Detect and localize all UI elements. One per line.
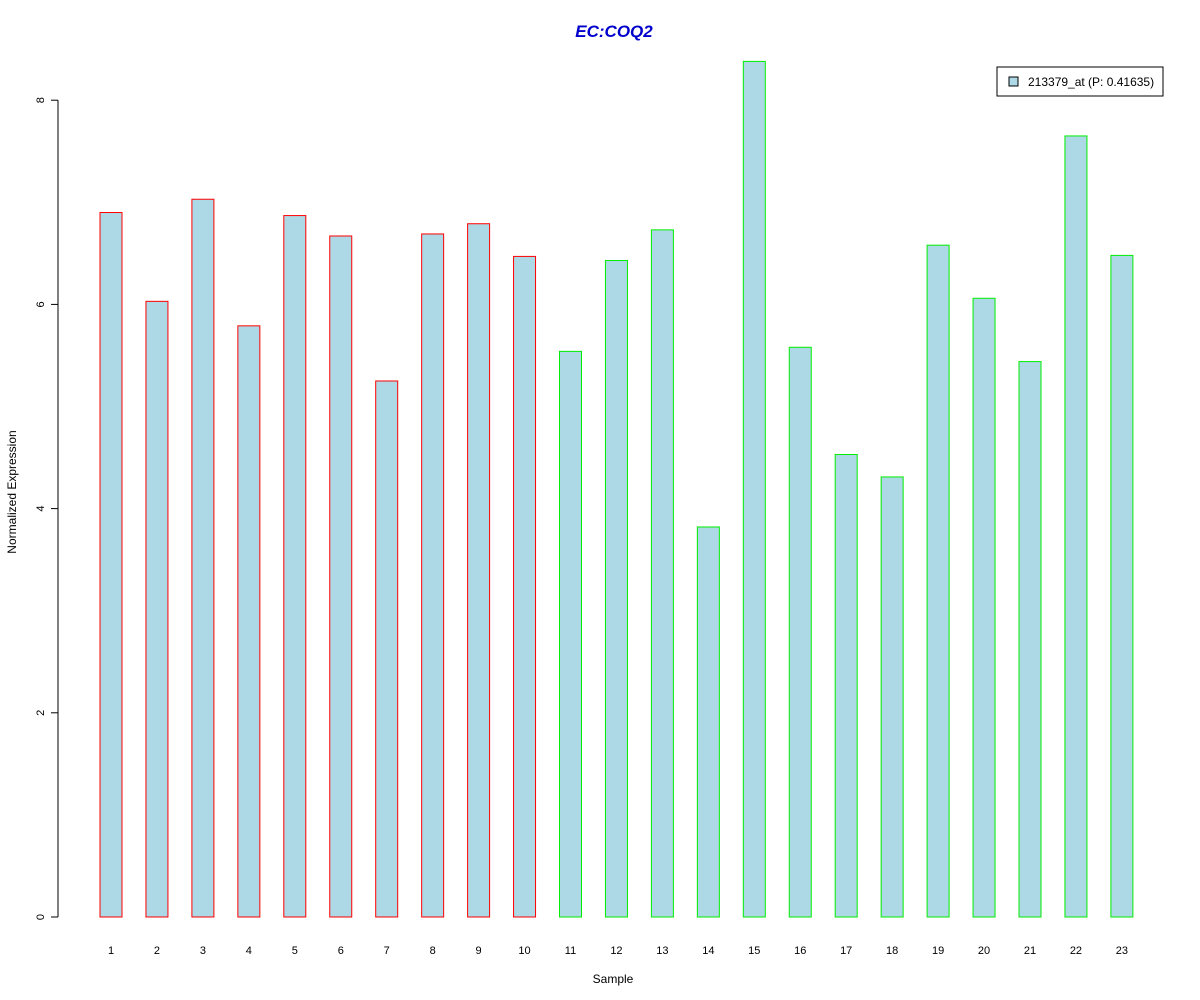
- x-axis-label: Sample: [593, 972, 634, 986]
- bar-sample-1: [99, 212, 123, 918]
- bar-sample-23: [1110, 254, 1134, 918]
- bar-sample-4: [237, 325, 261, 918]
- x-tick-label: 8: [430, 945, 436, 957]
- y-tick-label: 6: [35, 301, 47, 307]
- chart-title: EC:COQ2: [575, 22, 653, 41]
- x-tick-label: 18: [886, 945, 898, 957]
- legend: 213379_at (P: 0.41635): [996, 66, 1164, 97]
- bar-sample-9: [467, 223, 491, 918]
- bar-sample-16: [788, 346, 812, 918]
- y-axis-label: Normalized Expression: [5, 430, 19, 553]
- bar-sample-7: [375, 380, 399, 918]
- x-tick-label: 7: [384, 945, 390, 957]
- legend-swatch: [1008, 76, 1019, 87]
- bar-sample-12: [604, 260, 628, 918]
- bar-sample-15: [742, 60, 766, 918]
- bar-sample-20: [972, 297, 996, 918]
- x-tick-label: 20: [978, 945, 990, 957]
- legend-box: [996, 66, 1164, 97]
- x-tick-label: 13: [656, 945, 668, 957]
- y-axis: 0 2 4 6 8: [35, 97, 59, 920]
- bar-sample-22: [1064, 135, 1088, 918]
- bar-sample-19: [926, 244, 950, 918]
- bar-sample-5: [283, 215, 307, 918]
- x-tick-label: 21: [1024, 945, 1036, 957]
- y-tick-label: 4: [35, 506, 47, 512]
- y-tick-label: 0: [35, 914, 47, 920]
- bars: [99, 60, 1134, 918]
- x-tick-label: 1: [108, 945, 114, 957]
- x-tick-label: 12: [610, 945, 622, 957]
- bar-sample-14: [696, 526, 720, 918]
- x-tick-label: 15: [748, 945, 760, 957]
- x-tick-label: 10: [518, 945, 530, 957]
- bar-sample-10: [513, 255, 537, 918]
- x-tick-labels: 1 2 3 4 5 6 7 8 9 10 11 12 13 14 15 16 17 18 19 20 21 22 23: [108, 945, 1128, 957]
- bar-sample-21: [1018, 361, 1042, 918]
- x-tick-label: 23: [1116, 945, 1128, 957]
- x-tick-label: 4: [246, 945, 252, 957]
- bar-sample-11: [559, 350, 582, 918]
- x-tick-label: 22: [1070, 945, 1082, 957]
- bar-sample-13: [650, 229, 674, 918]
- x-tick-label: 6: [338, 945, 344, 957]
- bar-sample-18: [880, 476, 904, 918]
- bar-sample-17: [834, 453, 858, 918]
- x-tick-label: 2: [154, 945, 160, 957]
- x-tick-label: 3: [200, 945, 206, 957]
- x-tick-label: 9: [476, 945, 482, 957]
- bar-sample-2: [145, 300, 169, 918]
- x-tick-label: 16: [794, 945, 806, 957]
- y-tick-label: 8: [35, 97, 47, 103]
- x-tick-label: 17: [840, 945, 852, 957]
- x-tick-label: 14: [702, 945, 714, 957]
- y-tick-label: 2: [35, 710, 47, 716]
- x-tick-label: 5: [292, 945, 298, 957]
- x-tick-label: 11: [565, 945, 576, 957]
- legend-label: 213379_at (P: 0.41635): [1028, 75, 1154, 89]
- x-tick-label: 19: [932, 945, 944, 957]
- bar-sample-8: [421, 233, 445, 918]
- bar-sample-3: [191, 198, 215, 918]
- bar-sample-6: [329, 235, 353, 918]
